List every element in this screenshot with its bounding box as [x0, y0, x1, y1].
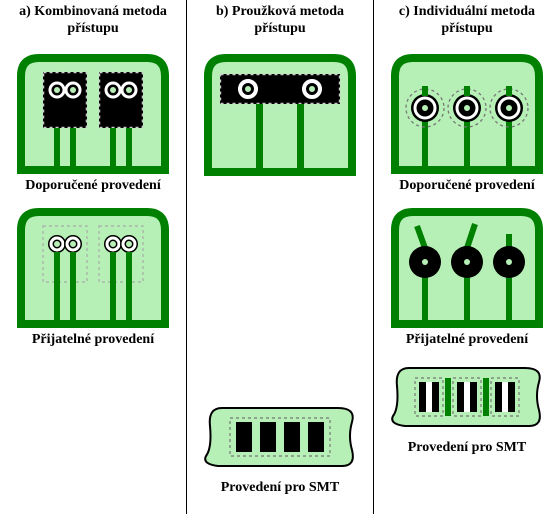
- board-icon: [200, 50, 360, 176]
- smt-icon: [387, 358, 547, 436]
- smt-icon: [200, 398, 360, 476]
- board-icon: [387, 204, 547, 328]
- caption-c-acceptable: Přijatelné provedení: [406, 332, 528, 348]
- panel-c-recommended: [387, 50, 547, 174]
- col-a-title: a) Kombinovaná metoda přístupu: [19, 4, 167, 44]
- col-c-title: c) Individuální metoda přístupu: [399, 4, 535, 44]
- caption-a-acceptable: Přijatelné provedení: [32, 332, 154, 348]
- col-a-title-line2: přístupu: [67, 21, 118, 36]
- col-c-title-line1: c) Individuální metoda: [399, 4, 535, 19]
- board-icon: [13, 50, 173, 174]
- col-b-title-line1: b) Proužková metoda: [216, 4, 344, 19]
- caption-c-recommended: Doporučené provedení: [399, 178, 534, 194]
- panel-b-smt: [200, 398, 360, 476]
- page: a) Kombinovaná metoda přístupu: [0, 0, 560, 514]
- board-icon: [13, 204, 173, 328]
- col-c-title-line2: přístupu: [441, 21, 492, 36]
- col-b-title: b) Proužková metoda přístupu: [216, 4, 344, 44]
- panel-a-recommended: [13, 50, 173, 174]
- column-c: c) Individuální metoda přístupu: [373, 0, 560, 514]
- caption-a-recommended: Doporučené provedení: [25, 178, 160, 194]
- col-a-title-line1: a) Kombinovaná metoda: [19, 4, 167, 19]
- caption-b-smt: Provedení pro SMT: [221, 480, 340, 496]
- panel-a-acceptable: [13, 204, 173, 328]
- column-b: b) Proužková metoda přístupu: [186, 0, 373, 514]
- column-a: a) Kombinovaná metoda přístupu: [0, 0, 186, 514]
- caption-c-smt: Provedení pro SMT: [408, 440, 527, 456]
- panel-c-acceptable: [387, 204, 547, 328]
- board-icon: [387, 50, 547, 174]
- panel-c-smt: [387, 358, 547, 436]
- panel-b-strip: [200, 50, 360, 176]
- col-b-title-line2: přístupu: [254, 21, 305, 36]
